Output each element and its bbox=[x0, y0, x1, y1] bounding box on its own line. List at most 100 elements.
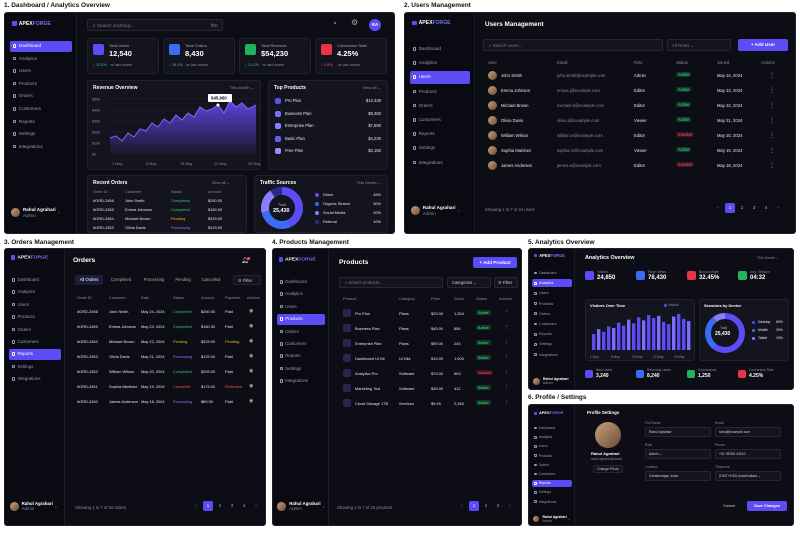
brand-logo[interactable]: APEXFORGE bbox=[533, 253, 565, 258]
nav-item-orders[interactable]: Orders bbox=[532, 462, 572, 469]
page-button[interactable]: 1 bbox=[203, 501, 213, 511]
nav-item-orders[interactable]: Orders bbox=[277, 327, 325, 337]
table-cell[interactable]: #ORD-2453 bbox=[93, 225, 114, 230]
user-profile[interactable]: Rahul Agrahari Admin ⌄ bbox=[9, 501, 58, 512]
nav-item-reports[interactable]: Reports bbox=[277, 351, 325, 361]
nav-item-settings[interactable]: Settings bbox=[410, 142, 470, 154]
notification-bell-icon[interactable]: 🔔︎ bbox=[241, 258, 249, 264]
chevron-down-icon[interactable]: ⌄ bbox=[566, 516, 571, 521]
nav-item-dashboard[interactable]: Dashboard bbox=[9, 275, 61, 285]
nav-item-customers[interactable]: Customers bbox=[9, 337, 61, 347]
nav-item-settings[interactable]: Settings bbox=[277, 364, 325, 374]
nav-item-dashboard[interactable]: Dashboard bbox=[277, 277, 325, 287]
nav-item-settings[interactable]: Settings bbox=[532, 489, 572, 496]
field-input[interactable]: rahul@example.com bbox=[715, 427, 781, 437]
user-profile[interactable]: Rahul Agrahari Admin ⌄ bbox=[532, 515, 571, 523]
field-input[interactable]: Rahul Agrahari bbox=[645, 427, 711, 437]
nav-item-integrations[interactable]: Integrations bbox=[532, 499, 572, 506]
field-input[interactable]: Admin ⌄ bbox=[645, 449, 711, 459]
add-user-button[interactable]: + Add User bbox=[738, 39, 788, 51]
more-actions-icon[interactable]: ⋮ bbox=[504, 310, 510, 316]
user-profile[interactable]: Rahul Agrahari Admin ⌄ bbox=[410, 205, 461, 216]
gear-icon[interactable]: ⚙ bbox=[351, 18, 359, 27]
nav-item-settings[interactable]: Settings bbox=[532, 340, 572, 348]
nav-item-reports[interactable]: Reports bbox=[9, 349, 61, 360]
search-input[interactable]: ⌕ Search users... bbox=[483, 39, 663, 51]
search-input[interactable]: ⌕ Search products... bbox=[339, 277, 443, 288]
category-dropdown[interactable]: Categories ⌄ bbox=[447, 277, 491, 288]
period-dropdown[interactable]: This Month ⌄ bbox=[229, 85, 254, 90]
nav-item-products[interactable]: Products bbox=[276, 314, 326, 325]
more-actions-icon[interactable]: ⋮ bbox=[769, 133, 775, 139]
table-cell[interactable]: #ORD-2453 bbox=[77, 354, 98, 359]
chevron-down-icon[interactable]: ⌄ bbox=[568, 379, 573, 384]
page-button[interactable]: › bbox=[255, 503, 257, 508]
user-name[interactable]: William Wilson bbox=[501, 133, 529, 138]
nav-item-orders[interactable]: Orders bbox=[410, 100, 470, 112]
table-cell[interactable]: #ORD-2452 bbox=[77, 369, 98, 374]
filter-button[interactable]: ☰ Filter bbox=[494, 277, 518, 288]
page-button[interactable]: › bbox=[509, 503, 511, 508]
nav-item-orders[interactable]: Orders bbox=[9, 325, 61, 335]
chevron-down-icon[interactable]: ⌄ bbox=[320, 503, 326, 509]
nav-item-dashboard[interactable]: Dashboard bbox=[410, 43, 470, 55]
tab-pending[interactable]: Pending bbox=[175, 277, 191, 282]
nav-item-dashboard[interactable]: Dashboard bbox=[10, 41, 72, 52]
table-cell[interactable]: #ORD-2454 bbox=[77, 339, 98, 344]
user-name[interactable]: John Smith bbox=[501, 73, 522, 78]
page-button[interactable]: ‹ bbox=[717, 205, 719, 210]
period-dropdown[interactable]: This Month ⌄ bbox=[757, 256, 779, 260]
user-name[interactable]: Michael Brown bbox=[501, 103, 529, 108]
nav-item-customers[interactable]: Customers bbox=[532, 471, 572, 478]
nav-item-products[interactable]: Products bbox=[410, 86, 470, 98]
nav-item-customers[interactable]: Customers bbox=[277, 339, 325, 349]
page-button[interactable]: 4 bbox=[764, 205, 768, 210]
page-button[interactable]: 2 bbox=[218, 503, 222, 508]
user-profile[interactable]: Rahul Agrahari Admin ⌄ bbox=[10, 207, 61, 218]
filter-button[interactable]: ☰ Filter bbox=[233, 275, 261, 285]
table-cell[interactable]: #ORD-2455 bbox=[93, 207, 114, 212]
brand-logo[interactable]: APEXFORGE bbox=[12, 21, 51, 27]
page-button[interactable]: 3 bbox=[752, 205, 756, 210]
page-button[interactable]: 3 bbox=[496, 503, 500, 508]
product-name[interactable]: Business Plan bbox=[355, 326, 380, 331]
nav-item-analytics[interactable]: Analytics bbox=[532, 279, 572, 288]
nav-item-products[interactable]: Products bbox=[532, 453, 572, 460]
product-name[interactable]: Marketing Tool bbox=[355, 386, 381, 391]
more-actions-icon[interactable]: ⋮ bbox=[504, 325, 510, 331]
nav-item-analytics[interactable]: Analytics bbox=[410, 57, 470, 69]
tab-completed[interactable]: Completed bbox=[110, 277, 132, 282]
product-name[interactable]: Dashboard UI Kit bbox=[355, 356, 385, 361]
page-button[interactable]: 2 bbox=[484, 503, 488, 508]
nav-item-users[interactable]: Users bbox=[532, 443, 572, 450]
product-name[interactable]: Analytics Pro bbox=[355, 371, 378, 376]
user-name[interactable]: Emma Johnson bbox=[501, 88, 531, 93]
cancel-button[interactable]: Cancel bbox=[723, 504, 735, 508]
nav-item-customers[interactable]: Customers bbox=[532, 320, 572, 328]
page-button[interactable]: ‹ bbox=[195, 503, 197, 508]
view-eye-icon[interactable]: ◉ bbox=[249, 383, 254, 389]
nav-item-users[interactable]: Users bbox=[9, 300, 61, 310]
more-actions-icon[interactable]: ⋮ bbox=[769, 73, 775, 79]
chevron-down-icon[interactable]: ⌄ bbox=[52, 503, 58, 509]
add-product-button[interactable]: + Add Product bbox=[473, 257, 517, 268]
nav-item-users[interactable]: Users bbox=[409, 71, 471, 84]
table-cell[interactable]: #ORD-2455 bbox=[77, 324, 98, 329]
view-eye-icon[interactable]: ◉ bbox=[249, 353, 254, 359]
nav-item-reports[interactable]: Reports bbox=[532, 480, 572, 488]
more-actions-icon[interactable]: ⋮ bbox=[769, 118, 775, 124]
bell-icon[interactable]: ◔ bbox=[332, 19, 337, 28]
brand-logo[interactable]: APEXFORGE bbox=[278, 257, 316, 263]
nav-item-integrations[interactable]: Integrations bbox=[410, 157, 470, 169]
nav-item-customers[interactable]: Customers bbox=[410, 114, 470, 126]
nav-item-settings[interactable]: Settings bbox=[10, 129, 72, 140]
tab-all-orders[interactable]: All Orders bbox=[75, 275, 103, 285]
more-actions-icon[interactable]: ⋮ bbox=[504, 385, 510, 391]
nav-item-orders[interactable]: Orders bbox=[532, 310, 572, 318]
user-name[interactable]: Olivia Davis bbox=[501, 118, 524, 123]
nav-item-products[interactable]: Products bbox=[10, 79, 72, 90]
avatar-initials[interactable]: RA bbox=[369, 19, 381, 31]
nav-item-integrations[interactable]: Integrations bbox=[9, 374, 61, 384]
tab-processing[interactable]: Processing bbox=[143, 277, 165, 282]
nav-item-integrations[interactable]: Integrations bbox=[10, 142, 72, 153]
